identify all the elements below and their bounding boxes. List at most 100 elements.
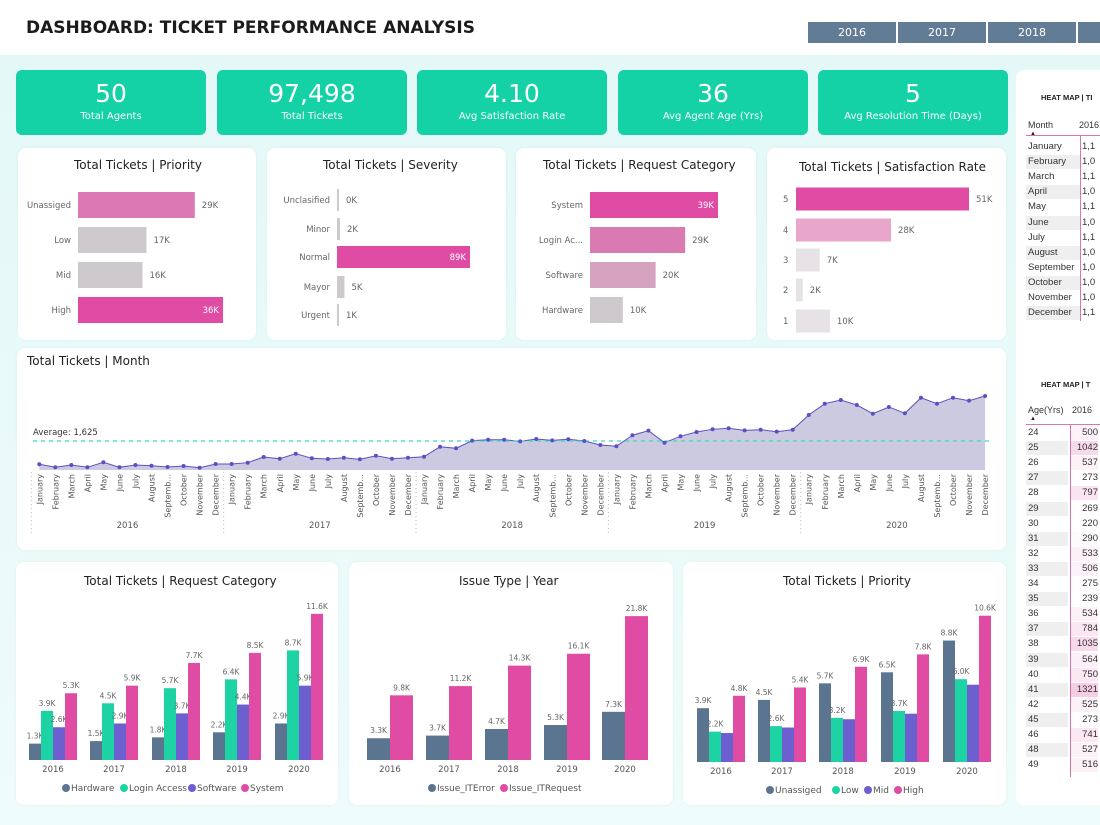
row-value: 537 [1070, 456, 1098, 471]
row-value: 1,0 [1082, 261, 1096, 273]
kpi-label: Total Tickets [281, 111, 343, 122]
heatmap-row[interactable]: 36 534 [1024, 607, 1100, 622]
row-key: August [1026, 245, 1080, 260]
heatmap-row[interactable]: 45 273 [1024, 712, 1100, 727]
row-key: July [1028, 231, 1045, 243]
row-key: 36 [1028, 608, 1039, 620]
heatmap-row[interactable]: May 1,1 [1024, 200, 1100, 214]
heatmap-row[interactable]: 29 269 [1024, 501, 1100, 516]
heatmap-row[interactable]: March 1,1 [1024, 170, 1100, 184]
year-button-2016[interactable]: 2016 [808, 22, 896, 43]
heatmap-row[interactable]: December 1,1 [1024, 306, 1100, 321]
heatmap-row[interactable]: 25 1042 [1024, 441, 1100, 456]
year-button-2017[interactable]: 2017 [898, 22, 986, 43]
heatmap-row[interactable]: 30 220 [1024, 517, 1100, 531]
sort-ascending-icon[interactable]: ▲ [1030, 131, 1036, 137]
chart-title: Total Tickets | Satisfaction Rate [799, 160, 987, 174]
heatmap-age-year-header[interactable]: 2016 [1072, 405, 1093, 415]
heatmap-row[interactable]: 35 239 [1024, 592, 1100, 607]
card-issue-type-year: Issue Type | Year [349, 562, 673, 805]
row-value: 1,0 [1082, 276, 1096, 288]
row-value: 1035 [1070, 637, 1098, 652]
row-value: 1,0 [1082, 186, 1096, 198]
row-key: 48 [1026, 743, 1068, 758]
heatmap-row[interactable]: 42 525 [1024, 697, 1100, 712]
card-month-trend: Total Tickets | Month [17, 348, 1006, 550]
row-key: 45 [1026, 712, 1068, 727]
heatmap-row[interactable]: July 1,1 [1024, 231, 1100, 245]
heatmap-row[interactable]: 40 750 [1024, 667, 1100, 682]
row-key: 46 [1028, 729, 1039, 740]
row-value: 1,0 [1082, 246, 1096, 258]
row-key: April [1026, 185, 1080, 200]
heatmap-row[interactable]: 34 275 [1024, 577, 1100, 591]
row-key: January [1028, 141, 1062, 152]
kpi-value: 36 [697, 79, 729, 108]
page-title: DASHBOARD: TICKET PERFORMANCE ANALYSIS [26, 18, 475, 38]
heatmap-row[interactable]: 28 797 [1024, 486, 1100, 501]
heatmap-row[interactable]: 33 506 [1024, 561, 1100, 576]
row-key: 41 [1026, 682, 1068, 697]
row-key: 24 [1028, 427, 1039, 438]
row-value: 239 [1082, 593, 1098, 605]
kpi-label: Total Agents [80, 111, 142, 122]
kpi-avg-agent-age: 36 Avg Agent Age (Yrs) [618, 70, 808, 135]
card-request-category-year: Total Tickets | Request Category [16, 562, 338, 805]
heatmap-row[interactable]: 26 537 [1024, 456, 1100, 471]
heatmap-row[interactable]: 48 527 [1024, 743, 1100, 758]
row-value: 1042 [1070, 441, 1098, 456]
year-button-4[interactable] [1078, 22, 1100, 43]
heatmap-row[interactable]: November 1,0 [1024, 291, 1100, 305]
heatmap-month-col-header[interactable]: Month [1028, 120, 1054, 130]
row-key: 28 [1028, 487, 1039, 499]
chart-title: Total Tickets | Priority [783, 574, 911, 588]
heatmap-row[interactable]: 31 290 [1024, 531, 1100, 546]
row-value: 1,0 [1082, 216, 1096, 228]
year-button-2018[interactable]: 2018 [988, 22, 1076, 43]
header-bar: DASHBOARD: TICKET PERFORMANCE ANALYSIS 2… [0, 0, 1100, 55]
heatmap-row[interactable]: September 1,0 [1024, 261, 1100, 275]
sort-ascending-icon[interactable]: ▲ [1030, 416, 1036, 422]
heatmap-row[interactable]: 38 1035 [1024, 637, 1100, 652]
row-value: 275 [1082, 578, 1098, 589]
heatmap-row[interactable]: 24 500 [1024, 426, 1100, 440]
card-priority-year: Total Tickets | Priority [683, 562, 1006, 805]
heatmap-row[interactable]: June 1,0 [1024, 215, 1100, 230]
heatmap-row[interactable]: 32 533 [1024, 546, 1100, 561]
heatmap-row[interactable]: February 1,0 [1024, 155, 1100, 170]
card-satisfaction-rate: Total Tickets | Satisfaction Rate [767, 148, 1006, 340]
heatmap-row[interactable]: August 1,0 [1024, 245, 1100, 260]
chart-title: Total Tickets | Request Category [84, 574, 277, 588]
heatmap-age-col-header[interactable]: Age(Yrs) [1028, 405, 1064, 415]
row-key: November [1028, 292, 1072, 303]
heatmap-month-year-header[interactable]: 2016 [1079, 120, 1100, 130]
row-key: 31 [1026, 531, 1068, 546]
row-key: 26 [1028, 457, 1039, 469]
heatmap-row[interactable]: 41 1321 [1024, 682, 1100, 697]
row-value: 797 [1070, 486, 1098, 501]
row-value: 1,1 [1082, 307, 1096, 319]
chart-title: Total Tickets | Severity [323, 158, 458, 172]
row-value: 1,0 [1082, 292, 1096, 303]
row-value: 534 [1070, 607, 1098, 622]
row-value: 564 [1070, 652, 1098, 667]
row-key: 27 [1026, 471, 1068, 486]
heatmap-row[interactable]: 37 784 [1024, 622, 1100, 637]
row-value: 1,1 [1082, 201, 1096, 213]
heatmap-row[interactable]: 27 273 [1024, 471, 1100, 486]
heatmap-row[interactable]: January 1,1 [1024, 140, 1100, 154]
row-key: 29 [1026, 501, 1068, 516]
heatmap-row[interactable]: April 1,0 [1024, 185, 1100, 200]
row-key: 38 [1028, 638, 1039, 650]
heatmap-row[interactable]: 39 564 [1024, 652, 1100, 667]
row-key: 39 [1026, 652, 1068, 667]
row-value: 1,1 [1082, 231, 1096, 243]
row-value: 1,1 [1082, 171, 1096, 183]
row-value: 1,0 [1082, 156, 1096, 168]
row-value: 1321 [1070, 682, 1098, 697]
heatmap-row[interactable]: October 1,0 [1024, 275, 1100, 290]
row-key: March [1028, 171, 1055, 183]
heatmap-row[interactable]: 49 516 [1024, 758, 1100, 773]
heatmap-row[interactable]: 46 741 [1024, 728, 1100, 742]
chart-title: Total Tickets | Priority [74, 158, 202, 172]
